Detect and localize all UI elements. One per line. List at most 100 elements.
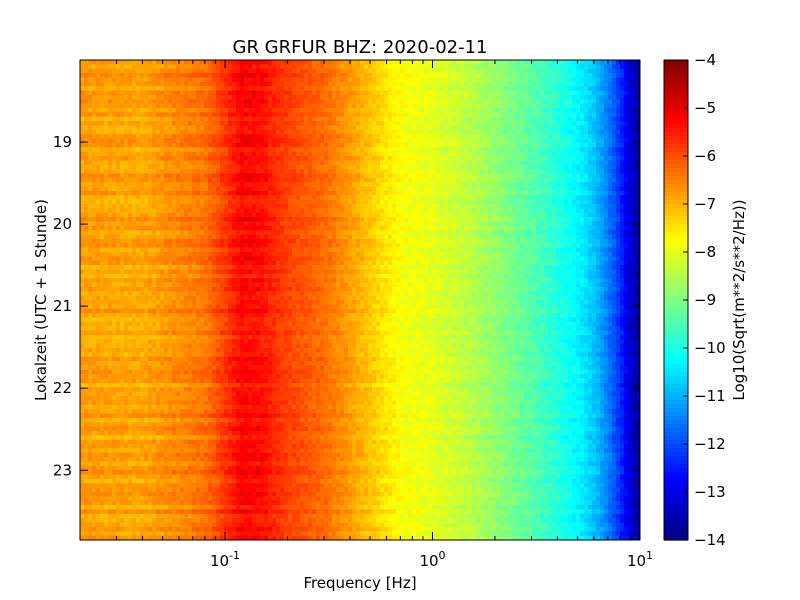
heatmap-cell [172,535,177,541]
heatmap-cell [124,182,129,188]
heatmap-cell [248,195,253,201]
heatmap-cell [132,487,137,493]
heatmap-cell [156,260,161,266]
heatmap-cell [96,313,101,318]
heatmap-cell [188,304,193,310]
heatmap-cell [140,160,145,166]
heatmap-cell [160,142,165,148]
heatmap-cell [232,173,237,179]
heatmap-cell [252,134,257,140]
heatmap-cell [188,374,193,380]
heatmap-cell [128,199,133,205]
heatmap-cell [80,535,85,541]
heatmap-cell [188,217,193,222]
heatmap-cell [168,177,173,183]
heatmap-cell [236,378,241,384]
heatmap-cell [80,243,85,249]
heatmap-cell [248,413,253,419]
heatmap-cell [160,417,165,423]
heatmap-cell [108,321,113,327]
heatmap-cell [188,142,193,148]
heatmap-cell [184,413,189,419]
heatmap-cell [204,77,209,83]
heatmap-cell [164,286,169,292]
heatmap-cell [248,505,253,510]
heatmap-cell [200,465,205,471]
heatmap-cell [200,260,205,266]
heatmap-cell [92,474,97,480]
heatmap-cell [136,217,141,222]
heatmap-cell [100,212,105,218]
heatmap-cell [220,190,225,196]
heatmap-cell [216,81,221,87]
heatmap-cell [188,77,193,83]
heatmap-cell [200,409,205,414]
heatmap-cell [208,94,213,100]
heatmap-cell [200,186,205,192]
heatmap-cell [208,492,213,497]
heatmap-cell [116,90,121,96]
heatmap-cell [216,422,221,428]
heatmap-cell [100,304,105,310]
heatmap-cell [100,465,105,471]
heatmap-cell [220,496,225,502]
heatmap-cell [216,378,221,384]
heatmap-cell [220,417,225,423]
heatmap-cell [200,60,205,65]
heatmap-cell [188,492,193,497]
heatmap-cell [160,391,165,397]
heatmap-cell [168,404,173,410]
heatmap-cell [116,138,121,144]
heatmap-cell [228,199,233,205]
heatmap-cell [132,317,137,323]
heatmap-cell [132,352,137,358]
heatmap-cell [228,230,233,236]
heatmap-cell [96,518,101,524]
heatmap-cell [96,212,101,218]
heatmap-cell [220,81,225,87]
heatmap-cell [164,142,169,148]
heatmap-cell [224,452,229,458]
heatmap-cell [136,513,141,519]
heatmap-cell [192,465,197,471]
heatmap-cell [140,86,145,92]
heatmap-cell [176,86,181,92]
heatmap-cell [196,68,201,74]
heatmap-cell [164,365,169,371]
heatmap-cell [232,404,237,410]
heatmap-cell [212,522,217,528]
heatmap-cell [212,513,217,519]
heatmap-cell [96,90,101,96]
heatmap-cell [216,365,221,371]
heatmap-cell [236,252,241,257]
heatmap-cell [88,291,93,297]
heatmap-cell [196,535,201,541]
heatmap-cell [196,352,201,358]
heatmap-cell [148,86,153,92]
heatmap-cell [164,465,169,471]
heatmap-cell [220,164,225,170]
heatmap-cell [232,334,237,340]
heatmap-cell [248,291,253,297]
heatmap-cell [132,129,137,135]
heatmap-cell [124,108,129,113]
heatmap-cell [160,86,165,92]
heatmap-cell [92,518,97,524]
heatmap-cell [116,260,121,266]
heatmap-cell [172,77,177,83]
heatmap-cell [120,422,125,428]
heatmap-cell [240,142,245,148]
heatmap-cell [240,64,245,70]
heatmap-cell [232,103,237,109]
heatmap-cell [104,108,109,113]
heatmap-cell [248,374,253,380]
heatmap-cell [160,304,165,310]
heatmap-cell [204,252,209,257]
heatmap-cell [236,522,241,528]
heatmap-cell [236,273,241,279]
heatmap-cell [80,387,85,393]
heatmap-cell [224,156,229,161]
heatmap-cell [248,461,253,467]
heatmap-cell [148,247,153,253]
heatmap-cell [92,247,97,253]
